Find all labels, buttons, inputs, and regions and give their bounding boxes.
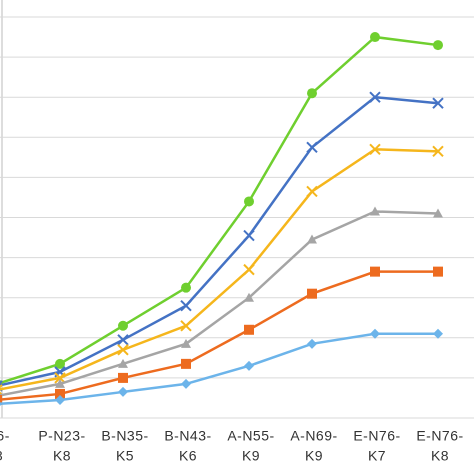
marker bbox=[433, 266, 443, 277]
marker bbox=[306, 141, 318, 154]
marker bbox=[432, 97, 444, 109]
marker bbox=[117, 344, 129, 356]
marker bbox=[0, 384, 3, 396]
marker bbox=[0, 401, 2, 406]
marker bbox=[180, 320, 192, 332]
x-tick-label: 8 bbox=[0, 448, 3, 464]
marker bbox=[307, 288, 317, 299]
marker bbox=[369, 143, 381, 156]
series-line bbox=[0, 95, 439, 387]
marker bbox=[55, 394, 65, 405]
marker bbox=[243, 229, 255, 242]
x-tick-label: B-N35- bbox=[101, 428, 148, 444]
x-tick-label: K8 bbox=[53, 448, 71, 464]
series-line bbox=[0, 270, 438, 401]
series-line bbox=[0, 148, 439, 391]
x-tick-label: K6 bbox=[179, 448, 197, 464]
x-tick-label: B-N43- bbox=[164, 428, 211, 444]
marker bbox=[307, 88, 317, 99]
x-tick-label: E-N76- bbox=[353, 428, 400, 444]
marker bbox=[307, 234, 317, 244]
marker bbox=[54, 372, 66, 384]
x-tick-label: A-N69- bbox=[290, 428, 337, 444]
marker bbox=[306, 185, 318, 198]
x-tick-label: A-N55- bbox=[227, 428, 274, 444]
series-line bbox=[0, 35, 439, 385]
series-line bbox=[0, 210, 439, 397]
marker bbox=[181, 338, 191, 348]
marker bbox=[370, 328, 380, 339]
x-tick-label: 16- bbox=[0, 428, 10, 444]
marker bbox=[118, 320, 128, 331]
marker bbox=[433, 208, 443, 218]
marker bbox=[0, 394, 2, 405]
marker bbox=[370, 32, 380, 43]
marker bbox=[118, 358, 128, 368]
marker bbox=[370, 206, 380, 216]
marker bbox=[369, 91, 381, 103]
marker bbox=[181, 378, 191, 389]
x-tick-label: K5 bbox=[116, 448, 134, 464]
marker bbox=[55, 378, 65, 388]
marker bbox=[370, 266, 380, 277]
x-tick-label: P-N23- bbox=[38, 428, 85, 444]
series-line bbox=[0, 332, 438, 406]
marker bbox=[433, 40, 443, 51]
x-tick-label: E-N76- bbox=[416, 428, 463, 444]
marker bbox=[180, 300, 192, 312]
marker bbox=[55, 358, 65, 369]
x-tick-label: K9 bbox=[305, 448, 323, 464]
marker bbox=[181, 282, 191, 293]
marker bbox=[244, 196, 254, 207]
marker bbox=[244, 324, 254, 335]
marker bbox=[118, 372, 128, 383]
x-tick-label: K7 bbox=[368, 448, 386, 464]
marker bbox=[433, 328, 443, 339]
x-tick-label: K9 bbox=[242, 448, 260, 464]
marker bbox=[118, 386, 128, 397]
x-tick-label: K8 bbox=[431, 448, 449, 464]
marker bbox=[55, 388, 65, 399]
marker bbox=[243, 263, 255, 276]
marker bbox=[117, 334, 129, 346]
marker bbox=[244, 292, 254, 302]
marker bbox=[307, 338, 317, 349]
marker bbox=[432, 145, 444, 158]
marker bbox=[181, 358, 191, 369]
marker bbox=[244, 360, 254, 371]
